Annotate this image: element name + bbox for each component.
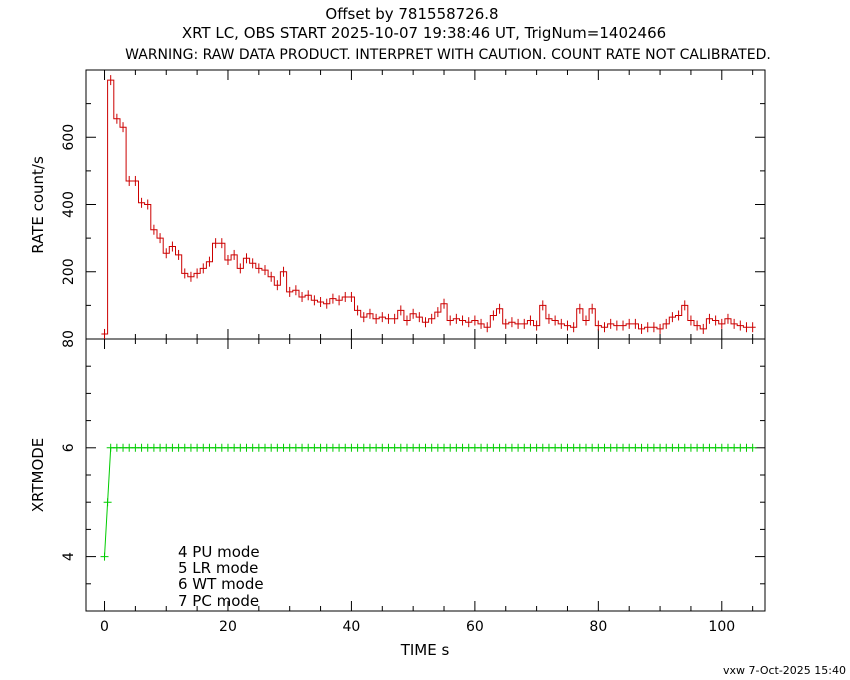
footer-stamp: vxw 7-Oct-2025 15:40 — [723, 664, 846, 677]
y-tick-label: 6 — [61, 443, 77, 452]
y-tick-label: 400 — [61, 191, 77, 218]
x-tick-label: 0 — [100, 619, 109, 635]
legend-lr: 5 LR mode — [178, 559, 258, 577]
legend-pc: 7 PC mode — [178, 592, 259, 610]
y-tick-label: 600 — [61, 124, 77, 151]
x-tick-label: 60 — [466, 619, 484, 635]
mode-axis-label: XRTMODE — [29, 438, 47, 513]
time-axis-label: TIME s — [400, 641, 450, 659]
y-tick-label: 4 — [61, 552, 77, 561]
header-offset: Offset by 781558726.8 — [325, 5, 498, 23]
data-series — [100, 75, 757, 561]
mode-legend: 4 PU mode 5 LR mode 6 WT mode 7 PC mode — [178, 543, 264, 610]
legend-wt: 6 WT mode — [178, 575, 264, 593]
mode-series-line — [104, 447, 753, 557]
y-tick-label: 200 — [61, 258, 77, 285]
x-tick-label: 20 — [219, 619, 237, 635]
mode-point — [103, 498, 112, 507]
header-obs-start: XRT LC, OBS START 2025-10-07 19:38:46 UT… — [182, 24, 666, 42]
rate-series-line — [101, 79, 756, 335]
axis-ticks: 0 20 40 60 80 100 200 400 600 4 6 — [61, 70, 765, 635]
header-warning: WARNING: RAW DATA PRODUCT. INTERPRET WIT… — [125, 47, 771, 63]
x-tick-label: 40 — [343, 619, 361, 635]
mode-point — [748, 443, 757, 452]
rate-bottom-tick-label: 80 — [61, 330, 77, 348]
legend-pu: 4 PU mode — [178, 543, 260, 561]
mode-point — [100, 552, 109, 561]
x-tick-label: 100 — [708, 619, 735, 635]
rate-panel-frame — [85, 69, 766, 340]
rate-axis-label: RATE count/s — [29, 156, 47, 254]
x-tick-label: 80 — [589, 619, 607, 635]
